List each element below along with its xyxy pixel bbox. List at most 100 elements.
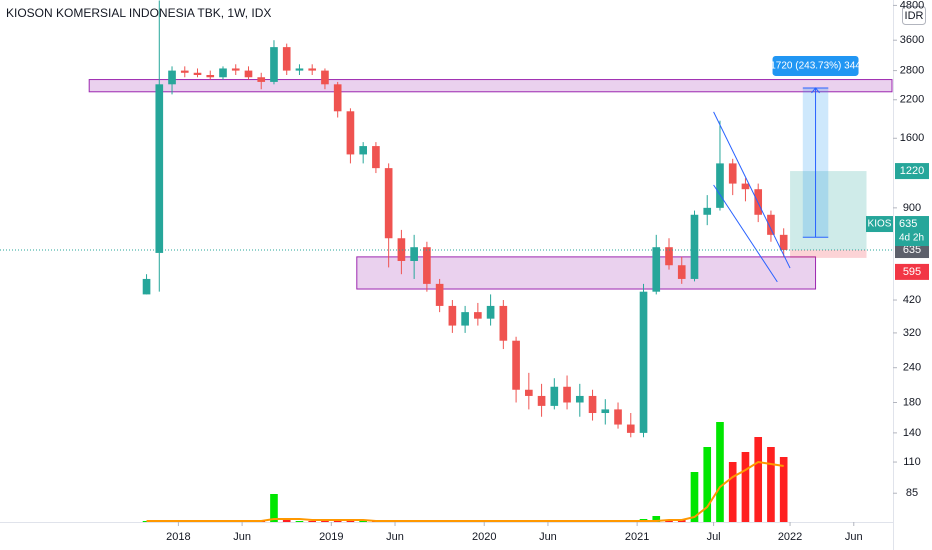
target-price-tag: 1220 bbox=[900, 165, 924, 177]
volume-bar bbox=[728, 462, 737, 522]
candle-body bbox=[716, 163, 724, 208]
candle-body bbox=[410, 247, 418, 261]
zone bbox=[88, 79, 893, 93]
candle-body bbox=[728, 163, 737, 184]
candle-body bbox=[486, 305, 495, 319]
y-tick-label: 180 bbox=[903, 396, 921, 408]
target-price-tag-box bbox=[895, 163, 929, 180]
volume-bar bbox=[767, 447, 775, 522]
volume-bar bbox=[703, 447, 712, 522]
candle-body bbox=[665, 247, 673, 266]
currency-box bbox=[902, 6, 926, 25]
x-tick-label: Jul bbox=[707, 531, 721, 543]
candle-body bbox=[180, 70, 189, 73]
candle-body bbox=[626, 424, 635, 433]
candle-body bbox=[155, 84, 164, 253]
volume-bar bbox=[779, 457, 788, 522]
candle-body bbox=[575, 395, 584, 403]
x-tick-label: Jun bbox=[386, 531, 404, 543]
candle-body bbox=[423, 247, 431, 284]
x-tick-label: Jun bbox=[233, 531, 251, 543]
candle-body bbox=[601, 409, 610, 414]
volume-bar bbox=[359, 521, 367, 522]
y-tick-label: 2200 bbox=[900, 94, 924, 106]
volume-bar bbox=[741, 452, 750, 522]
candle-body bbox=[206, 74, 215, 78]
candle-body bbox=[219, 68, 227, 78]
candle-body bbox=[652, 247, 661, 292]
stop-price-tag-box bbox=[895, 263, 929, 280]
volume-ma-line bbox=[146, 460, 784, 522]
measure-arrowhead bbox=[811, 87, 820, 94]
candle-body bbox=[537, 395, 546, 406]
candle-body bbox=[435, 283, 444, 306]
x-tick-label: 2021 bbox=[625, 531, 649, 543]
y-tick-label: 140 bbox=[903, 427, 921, 439]
candle-body bbox=[639, 291, 648, 433]
zone bbox=[356, 256, 817, 290]
y-tick-label: 3600 bbox=[900, 34, 924, 46]
candle-body bbox=[461, 312, 469, 326]
candle-body bbox=[512, 340, 520, 390]
y-tick-label: 1600 bbox=[900, 132, 924, 144]
trendline bbox=[713, 184, 778, 283]
candle-body bbox=[257, 77, 266, 82]
measure-label-box bbox=[772, 55, 859, 76]
measure-label: 1720 (243.73%) 344 bbox=[770, 61, 861, 72]
currency: IDR bbox=[905, 10, 924, 22]
candle-body bbox=[677, 265, 686, 279]
candle-body bbox=[193, 72, 202, 75]
candle-body bbox=[282, 47, 291, 71]
candle-body bbox=[308, 68, 317, 71]
y-tick-label: 4800 bbox=[900, 0, 924, 11]
candle-body bbox=[321, 70, 329, 85]
trendline bbox=[713, 111, 791, 269]
volume-bar bbox=[716, 422, 724, 522]
candle-body bbox=[703, 207, 712, 215]
candle-body bbox=[550, 386, 559, 406]
symbol-box bbox=[866, 216, 893, 233]
x-tick-label: 2019 bbox=[319, 531, 343, 543]
candle-body bbox=[614, 409, 622, 425]
candle-body bbox=[346, 111, 355, 155]
volume-bar bbox=[321, 521, 329, 522]
chart-title: KIOSON KOMERSIAL INDONESIA TBK, 1W, IDX bbox=[6, 6, 271, 20]
candle-body bbox=[448, 305, 457, 326]
symbol: KIOS bbox=[868, 219, 892, 230]
y-tick-label: 320 bbox=[903, 327, 921, 339]
candle-body bbox=[270, 47, 278, 82]
y-tick-label: 420 bbox=[903, 294, 921, 306]
last-price: 635 bbox=[899, 218, 917, 230]
last-price-box bbox=[895, 216, 929, 247]
y-tick-label: 85 bbox=[906, 487, 918, 499]
candle-body bbox=[372, 146, 380, 169]
x-tick-label: Jun bbox=[539, 531, 557, 543]
volume-bar bbox=[754, 437, 763, 522]
candle-body bbox=[231, 68, 240, 71]
x-tick-label: 2018 bbox=[166, 531, 190, 543]
volume-bar bbox=[690, 472, 699, 522]
candle-body bbox=[474, 312, 482, 319]
volume-bar bbox=[295, 521, 304, 522]
y-tick-label: 900 bbox=[903, 202, 921, 214]
stop-price-tag: 595 bbox=[903, 266, 921, 278]
candle-body bbox=[690, 214, 699, 279]
candle-body bbox=[244, 70, 253, 78]
entry-price-tag: 635 bbox=[903, 244, 921, 256]
x-tick-label: 2022 bbox=[778, 531, 802, 543]
position-loss bbox=[790, 250, 867, 258]
candle-body bbox=[295, 68, 304, 71]
volume-bar bbox=[282, 519, 291, 522]
y-tick-label: 240 bbox=[903, 362, 921, 374]
candle-body bbox=[525, 389, 533, 396]
candle-body bbox=[563, 386, 571, 403]
candle-body bbox=[779, 234, 788, 251]
candle-body bbox=[359, 146, 367, 155]
candle-body bbox=[168, 70, 176, 85]
candle-body bbox=[499, 305, 508, 341]
candle-body bbox=[767, 214, 775, 235]
x-tick-label: 2020 bbox=[472, 531, 496, 543]
candle-body bbox=[397, 238, 406, 261]
plot-area: 1720 (243.73%) 344 bbox=[0, 0, 893, 522]
y-tick-label: 2800 bbox=[900, 65, 924, 77]
